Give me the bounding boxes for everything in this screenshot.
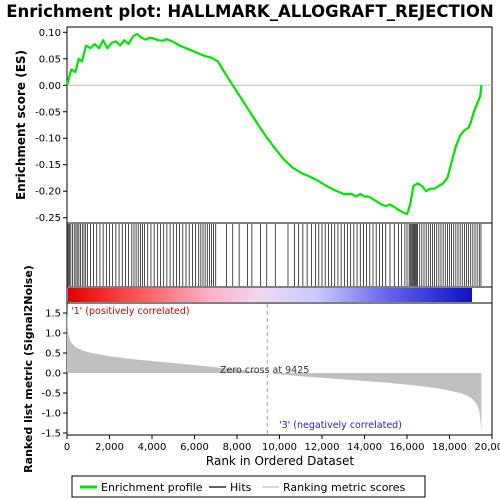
enrichment-profile-line bbox=[65, 32, 483, 216]
metric-y-tick-label: -1.0 bbox=[41, 409, 61, 420]
metric-y-tick-label: 0.0 bbox=[45, 369, 61, 380]
es-y-axis-title: Enrichment score (ES) bbox=[14, 50, 28, 200]
metric-y-tick-label: 1.5 bbox=[45, 309, 61, 320]
legend-es-label: Enrichment profile bbox=[101, 481, 203, 494]
es-y-tick-label: 0.00 bbox=[39, 81, 61, 92]
legend-metric-label: Ranking metric scores bbox=[283, 481, 405, 494]
negative-correlation-label: '3' (negatively correlated) bbox=[279, 420, 402, 431]
x-tick-label: 0 bbox=[64, 442, 70, 453]
es-y-tick-label: 0.10 bbox=[39, 28, 61, 39]
metric-y-tick-label: -0.5 bbox=[41, 389, 61, 400]
legend-box bbox=[71, 475, 426, 498]
x-tick-label: 4,000 bbox=[138, 442, 167, 453]
es-y-axis: 0.10 0.05 0.00 -0.05 -0.10 -0.15 -0.20 -0.25 bbox=[35, 28, 67, 224]
x-tick-label: 2,000 bbox=[95, 442, 124, 453]
ranked-metric-series bbox=[67, 304, 482, 434]
legend-hits-label: Hits bbox=[230, 481, 252, 494]
metric-y-axis: 1.5 1.0 0.5 0.0 -0.5 -1.0 -1.5 bbox=[41, 309, 67, 440]
es-panel-frame bbox=[66, 26, 493, 224]
x-tick-label: 18,000 bbox=[432, 442, 467, 453]
es-y-tick-label: -0.25 bbox=[35, 213, 61, 224]
ranked-metric-area bbox=[67, 307, 482, 431]
x-axis-title: Rank in Ordered Dataset bbox=[206, 454, 354, 468]
zero-cross-label: Zero cross at 9425 bbox=[220, 365, 309, 376]
enrichment-profile-series bbox=[65, 32, 483, 216]
x-axis: 0 2,000 4,000 6,000 8,000 10,000 12,000 14,000 1… bbox=[64, 435, 500, 453]
es-y-tick-label: -0.10 bbox=[35, 134, 61, 145]
metric-y-tick-label: 1.0 bbox=[45, 329, 61, 340]
metric-y-tick-label: -1.5 bbox=[41, 429, 61, 440]
metric-y-tick-label: 0.5 bbox=[45, 349, 61, 360]
metric-y-axis-title: Ranked list metric (Signal2Noise) bbox=[22, 265, 35, 473]
positive-correlation-label: '1' (positively correlated) bbox=[71, 306, 190, 317]
x-tick-label: 14,000 bbox=[347, 442, 382, 453]
x-tick-label: 10,000 bbox=[262, 442, 297, 453]
es-y-tick-label: -0.20 bbox=[35, 187, 61, 198]
chart-title: Enrichment plot: HALLMARK_ALLOGRAFT_REJE… bbox=[6, 2, 493, 21]
x-tick-label: 20,000 bbox=[475, 442, 500, 453]
x-tick-label: 16,000 bbox=[390, 442, 425, 453]
es-y-tick-label: -0.05 bbox=[35, 107, 61, 118]
rank-colorbar bbox=[68, 288, 472, 302]
hits-series bbox=[67, 224, 482, 286]
legend: Enrichment profile Hits Ranking metric s… bbox=[71, 475, 426, 498]
x-tick-label: 12,000 bbox=[305, 442, 340, 453]
es-y-tick-label: -0.15 bbox=[35, 160, 61, 171]
x-tick-label: 8,000 bbox=[223, 442, 252, 453]
x-tick-label: 6,000 bbox=[180, 442, 209, 453]
es-y-tick-label: 0.05 bbox=[39, 54, 61, 65]
